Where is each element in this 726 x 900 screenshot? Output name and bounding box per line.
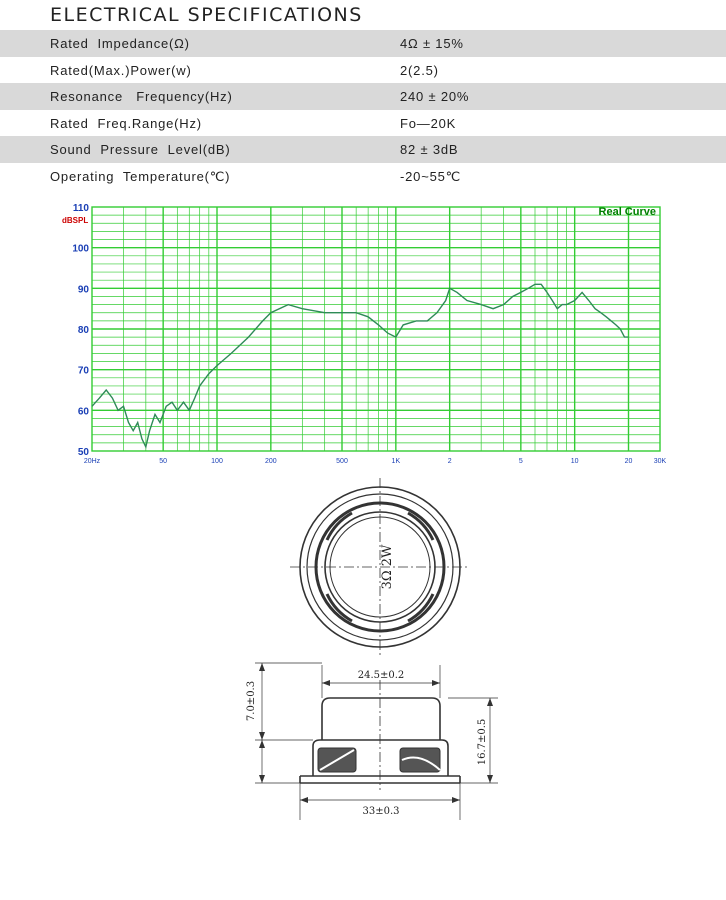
spec-value: 240 ± 20%: [400, 89, 470, 104]
spec-row: Sound Pressure Level(dB) 82 ± 3dB: [0, 136, 726, 163]
x-tick-label: 50: [159, 458, 167, 465]
y-axis-label: dBSPL: [62, 216, 88, 225]
x-tick-labels: 20Hz 50 100 200 500 1K 2 5 10 20 30K: [84, 458, 667, 465]
x-tick-label: 20: [625, 458, 633, 465]
spec-label: Rated Freq.Range(Hz): [50, 115, 202, 131]
x-tick-label: 100: [211, 458, 223, 465]
dim-bottom-width: 33±0.3: [362, 806, 399, 817]
spec-value: 82 ± 3dB: [400, 142, 459, 157]
spec-row: Resonance Frequency(Hz) 240 ± 20%: [0, 83, 726, 110]
spec-table: Rated Impedance(Ω) 4Ω ± 15% Rated(Max.)P…: [0, 30, 726, 189]
spec-value: 2(2.5): [400, 62, 439, 78]
series-line: [91, 283, 629, 449]
page-title: ELECTRICAL SPECIFICATIONS: [50, 4, 363, 26]
spec-value: 4Ω ± 15%: [400, 36, 464, 51]
x-tick-label: 20Hz: [84, 458, 101, 465]
spec-row: Rated Freq.Range(Hz) Fo—20K: [0, 109, 726, 136]
y-tick-labels: 110 100 90 80 70 60 50: [72, 203, 89, 458]
speaker-side-view: [255, 662, 498, 820]
spec-label: Operating Temperature(℃): [50, 168, 231, 184]
spec-row: Rated(Max.)Power(w) 2(2.5): [0, 56, 726, 83]
spec-label: Resonance Frequency(Hz): [50, 89, 233, 104]
x-tick-label: 30K: [654, 458, 667, 465]
y-tick-label: 100: [72, 244, 89, 255]
spec-label: Sound Pressure Level(dB): [50, 142, 231, 157]
y-tick-label: 110: [73, 203, 90, 214]
dim-right-height: 16.7±0.5: [477, 719, 488, 766]
dim-left-height: 7.0±0.3: [246, 681, 257, 721]
spec-value: Fo—20K: [400, 115, 457, 131]
y-tick-label: 70: [78, 366, 90, 377]
speaker-top-view: [290, 478, 470, 655]
chart-grid: [92, 207, 660, 451]
y-tick-label: 80: [78, 325, 90, 336]
dim-top-width: 24.5±0.2: [358, 670, 405, 681]
spec-row: Rated Impedance(Ω) 4Ω ± 15%: [0, 30, 726, 57]
x-tick-label: 500: [336, 458, 348, 465]
spec-label: Rated(Max.)Power(w): [50, 62, 192, 78]
chart-title: Real Curve: [599, 206, 656, 218]
x-tick-label: 5: [519, 458, 523, 465]
y-tick-label: 50: [78, 447, 90, 458]
spec-header: ELECTRICAL SPECIFICATIONS: [0, 0, 726, 30]
x-tick-label: 2: [448, 458, 452, 465]
x-tick-label: 200: [265, 458, 277, 465]
y-tick-label: 60: [78, 406, 90, 417]
y-tick-label: 90: [78, 284, 90, 295]
spec-value: -20~55℃: [400, 168, 462, 184]
speaker-rating-label: 3Ω 2W: [380, 544, 395, 589]
x-tick-label: 1K: [392, 458, 401, 465]
spec-row: Operating Temperature(℃) -20~55℃: [0, 162, 726, 189]
spec-label: Rated Impedance(Ω): [50, 36, 190, 51]
x-tick-label: 10: [571, 458, 579, 465]
